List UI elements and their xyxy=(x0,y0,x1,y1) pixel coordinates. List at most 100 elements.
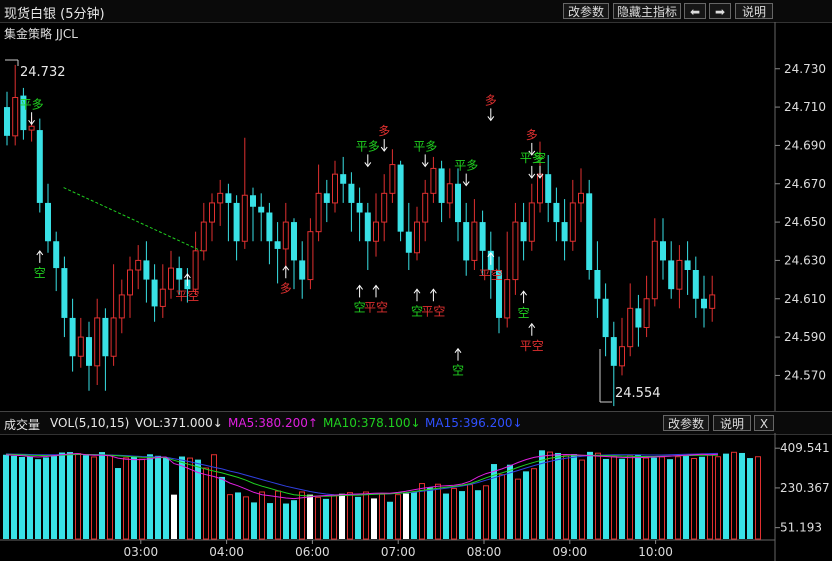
volume-bar xyxy=(91,456,97,540)
candle-body xyxy=(692,270,699,299)
hide-main-indicator-button[interactable]: 隐藏主指标 xyxy=(613,3,681,19)
volume-bar xyxy=(387,501,393,539)
volume-bar xyxy=(315,496,321,540)
candle-body xyxy=(364,212,371,242)
trend-line xyxy=(63,187,202,252)
volume-bar xyxy=(619,458,625,539)
volume-bar xyxy=(147,454,153,539)
candle-body xyxy=(397,164,404,232)
signal-label: 空 xyxy=(354,300,366,314)
candle-body xyxy=(471,221,478,261)
volume-bar xyxy=(275,490,281,540)
price-tick-label: 24.570 xyxy=(784,368,826,382)
volume-bar xyxy=(179,456,185,539)
volume-bar xyxy=(723,453,729,539)
volume-header: 成交量 VOL(5,10,15) VOL:371.000↓ MA5:380.20… xyxy=(0,411,832,435)
volume-edit-params-button[interactable]: 改参数 xyxy=(663,415,709,431)
volume-bar xyxy=(11,455,17,539)
signal-label: 平多 xyxy=(20,97,44,111)
candle-body xyxy=(348,183,355,203)
window-titlebar: 现货白银 (5分钟) 改参数 隐藏主指标 ⬅ ➡ 说明 xyxy=(0,0,832,23)
vol-value: VOL:371.000↓ xyxy=(135,416,223,430)
candle-body xyxy=(61,268,68,318)
price-tick-label: 24.690 xyxy=(784,138,826,152)
candle-body xyxy=(463,222,470,261)
volume-bar xyxy=(555,452,561,539)
volume-bar xyxy=(211,454,217,540)
signal-arrow-head xyxy=(528,322,536,329)
candle-body xyxy=(422,192,429,223)
signal-arrow-head xyxy=(528,173,536,179)
candle-body xyxy=(610,337,617,366)
candle-body xyxy=(627,307,634,348)
volume-chart[interactable]: 409.541 230.367 51.193 03:00 04:00 06:00 07:00… xyxy=(0,433,832,561)
volume-help-button[interactable]: 说明 xyxy=(713,415,751,431)
candle-body xyxy=(496,270,502,318)
candle-body xyxy=(619,346,625,367)
candle-body xyxy=(479,222,486,251)
arrow-left-icon[interactable]: ⬅ xyxy=(684,3,706,19)
signal-label: 空 xyxy=(518,306,530,320)
candle-body xyxy=(53,241,60,269)
candle-body xyxy=(77,336,84,357)
candle-body xyxy=(274,241,281,249)
time-tick-label: 09:00 xyxy=(553,545,588,559)
signal-arrow-head xyxy=(487,116,495,122)
volume-tick-label: 230.367 xyxy=(780,481,830,495)
candle-body xyxy=(528,202,535,242)
volume-bar xyxy=(507,464,513,539)
signal-arrow-head xyxy=(487,251,495,258)
candle-body xyxy=(340,174,347,184)
volume-bar xyxy=(363,491,369,540)
signal-arrow-head xyxy=(413,288,421,294)
edit-params-button[interactable]: 改参数 xyxy=(563,3,609,19)
candle-body xyxy=(668,260,675,290)
candle-body xyxy=(446,183,453,204)
time-tick-label: 10:00 xyxy=(638,545,673,559)
price-tick-label: 24.710 xyxy=(784,100,826,114)
help-button[interactable]: 说明 xyxy=(735,3,773,19)
volume-bar xyxy=(195,459,201,539)
candle-body xyxy=(405,231,412,253)
arrow-right-icon[interactable]: ➡ xyxy=(709,3,731,19)
volume-bar xyxy=(403,493,409,539)
volume-bar xyxy=(35,459,41,539)
volume-bar xyxy=(243,496,249,540)
candle-body xyxy=(332,173,338,204)
volume-bar xyxy=(219,476,225,539)
candle-body xyxy=(225,193,232,203)
volume-bar xyxy=(539,450,545,539)
ma5-line xyxy=(5,453,719,500)
volume-close-button[interactable]: X xyxy=(754,415,774,431)
candle-body xyxy=(45,202,51,242)
volume-tick-label: 409.541 xyxy=(780,441,830,455)
volume-bar xyxy=(611,455,617,540)
candle-body xyxy=(545,174,552,203)
volume-bar xyxy=(603,458,609,539)
ma15-value: MA15:396.200↓ xyxy=(425,416,523,430)
volume-bar xyxy=(691,458,697,540)
volume-bar xyxy=(715,456,721,540)
volume-bar xyxy=(283,503,289,539)
volume-bar xyxy=(339,493,345,539)
candle-body xyxy=(20,95,27,131)
signal-label: 平空 xyxy=(421,304,445,318)
signal-label: 平空 xyxy=(175,289,199,303)
candle-body xyxy=(250,195,256,207)
signal-label: 平空 xyxy=(479,268,503,282)
candle-body xyxy=(709,294,716,309)
candle-body xyxy=(168,267,174,290)
candle-body xyxy=(110,317,117,357)
volume-bar xyxy=(419,483,425,540)
price-tick-label: 24.630 xyxy=(784,253,826,267)
volume-bar xyxy=(755,456,761,540)
time-tick-label: 03:00 xyxy=(124,545,159,559)
candle-body xyxy=(102,317,109,357)
candle-body xyxy=(438,168,445,203)
candle-body xyxy=(389,164,396,194)
signal-label: 空 xyxy=(411,304,423,318)
candle-body xyxy=(414,221,420,254)
candle-body xyxy=(192,250,199,290)
volume-bar xyxy=(667,459,673,539)
